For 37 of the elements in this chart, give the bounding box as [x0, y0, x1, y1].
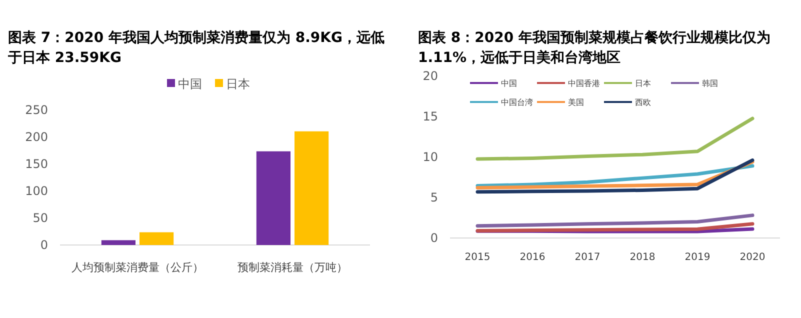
y-tick-label: 100	[25, 184, 48, 198]
legend-label: 日本	[635, 79, 651, 88]
legend-label: 中国台湾	[501, 98, 533, 107]
chart-title: 图表 7：2020 年我国人均预制菜消费量仅为 8.9KG，远低于日本 23.59KG	[8, 29, 386, 68]
x-tick-label: 2019	[684, 252, 710, 263]
y-tick-label: 15	[422, 110, 438, 124]
bar	[256, 151, 290, 245]
y-tick-label: 5	[430, 190, 438, 204]
legend-label: 中国	[501, 79, 517, 88]
legend-label: 西欧	[635, 98, 651, 107]
x-tick-label: 2017	[574, 252, 600, 263]
x-tick-label: 2015	[464, 252, 490, 263]
y-tick-label: 200	[25, 130, 48, 144]
legend-label: 美国	[568, 98, 584, 107]
legend-label: 中国	[178, 77, 202, 91]
legend-label: 日本	[226, 77, 250, 91]
line-series	[476, 222, 754, 232]
x-tick-label: 2018	[630, 252, 656, 263]
bar	[140, 232, 174, 245]
legend-label: 中国香港	[568, 79, 600, 88]
y-tick-label: 20	[422, 69, 438, 83]
bar	[101, 240, 136, 245]
y-tick-label: 0	[430, 231, 438, 245]
y-tick-label: 50	[32, 211, 48, 225]
bar	[294, 131, 329, 245]
legend-label: 韩国	[702, 79, 718, 88]
x-tick-label: 2016	[520, 252, 546, 263]
line-series	[476, 214, 754, 228]
line-series	[476, 116, 754, 161]
y-tick-label: 150	[25, 157, 48, 171]
x-tick-label: 预制菜消耗量（万吨）	[238, 261, 348, 274]
x-tick-label: 2020	[740, 252, 766, 263]
y-tick-label: 250	[25, 103, 48, 117]
y-tick-label: 0	[40, 238, 48, 252]
y-tick-label: 10	[422, 150, 438, 164]
x-tick-label: 人均预制菜消费量（公斤）	[72, 261, 204, 274]
chart-title: 图表 8：2020 年我国预制菜规模占餐饮行业规模比仅为 1.11%，远低于日美和台湾地区	[418, 29, 772, 68]
